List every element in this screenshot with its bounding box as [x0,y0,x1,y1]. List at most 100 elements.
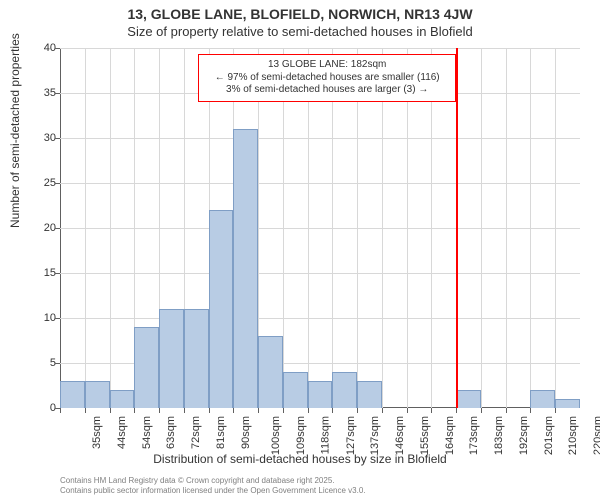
highlight-line [456,48,458,408]
y-tick-label: 20 [34,222,56,234]
x-tick-mark [407,408,408,413]
x-tick-label: 44sqm [116,416,128,449]
grid-line-v [85,48,86,408]
x-tick-mark [431,408,432,413]
y-tick-mark [55,228,60,229]
x-tick-label: 164sqm [444,416,456,455]
y-tick-mark [55,93,60,94]
x-tick-mark [85,408,86,413]
x-tick-label: 109sqm [295,416,307,455]
y-tick-label: 35 [34,87,56,99]
x-tick-mark [530,408,531,413]
grid-line-v [382,48,383,408]
x-tick-mark [382,408,383,413]
x-tick-label: 210sqm [568,416,580,455]
y-axis-label: Number of semi-detached properties [8,33,22,228]
x-tick-label: 81sqm [215,416,227,449]
histogram-bar [110,390,135,408]
x-axis-label: Distribution of semi-detached houses by … [0,452,600,466]
y-tick-mark [55,138,60,139]
grid-line-h [60,228,580,229]
chart-title-main: 13, GLOBE LANE, BLOFIELD, NORWICH, NR13 … [0,6,600,22]
x-tick-label: 155sqm [419,416,431,455]
x-tick-mark [506,408,507,413]
histogram-bar [456,390,481,408]
x-tick-mark [481,408,482,413]
x-tick-mark [308,408,309,413]
x-tick-label: 35sqm [91,416,103,449]
x-tick-label: 90sqm [240,416,252,449]
histogram-bar [357,381,382,408]
y-tick-mark [55,183,60,184]
grid-line-v [110,48,111,408]
grid-line-v [431,48,432,408]
attribution-line-2: Contains public sector information licen… [60,486,366,496]
histogram-bar [308,381,333,408]
chart-title-sub: Size of property relative to semi-detach… [0,24,600,39]
histogram-bar [332,372,357,408]
x-tick-label: 192sqm [518,416,530,455]
histogram-bar [184,309,209,408]
x-tick-mark [209,408,210,413]
x-tick-mark [233,408,234,413]
attribution-line-1: Contains HM Land Registry data © Crown c… [60,476,366,486]
y-tick-mark [55,318,60,319]
grid-line-v [308,48,309,408]
histogram-bar [159,309,184,408]
grid-line-v [407,48,408,408]
grid-line-v [530,48,531,408]
x-tick-label: 201sqm [543,416,555,455]
x-tick-mark [456,408,457,413]
x-tick-mark [110,408,111,413]
grid-line-v [481,48,482,408]
y-tick-label: 15 [34,267,56,279]
grid-line-v [283,48,284,408]
y-tick-label: 0 [34,402,56,414]
x-tick-mark [555,408,556,413]
x-tick-mark [134,408,135,413]
callout-line-3: 3% of semi-detached houses are larger (3… [205,84,449,97]
histogram-bar [85,381,110,408]
histogram-bar [209,210,234,408]
x-tick-mark [332,408,333,413]
grid-line-v [357,48,358,408]
x-tick-mark [184,408,185,413]
y-tick-mark [55,48,60,49]
grid-line-h [60,48,580,49]
y-tick-label: 5 [34,357,56,369]
callout-line-2: ← 97% of semi-detached houses are smalle… [205,72,449,85]
grid-line-v [332,48,333,408]
grid-line-v [506,48,507,408]
x-tick-label: 118sqm [319,416,331,454]
grid-line-h [60,138,580,139]
y-tick-mark [55,273,60,274]
attribution-text: Contains HM Land Registry data © Crown c… [60,476,366,496]
histogram-chart: 13, GLOBE LANE, BLOFIELD, NORWICH, NR13 … [0,0,600,500]
grid-line-h [60,273,580,274]
x-tick-mark [283,408,284,413]
plot-area: 13 GLOBE LANE: 182sqm← 97% of semi-detac… [60,48,580,408]
grid-line-v [555,48,556,408]
callout-line-1: 13 GLOBE LANE: 182sqm [205,59,449,72]
grid-line-h [60,183,580,184]
x-tick-label: 72sqm [190,416,202,449]
x-tick-mark [357,408,358,413]
x-tick-label: 54sqm [141,416,153,449]
y-tick-label: 40 [34,42,56,54]
x-tick-mark [258,408,259,413]
histogram-bar [530,390,555,408]
x-tick-label: 173sqm [469,416,481,455]
histogram-bar [555,399,580,408]
grid-line-h [60,318,580,319]
x-tick-label: 127sqm [345,416,357,455]
x-tick-mark [60,408,61,413]
x-tick-label: 183sqm [493,416,505,455]
highlight-callout: 13 GLOBE LANE: 182sqm← 97% of semi-detac… [198,54,456,102]
histogram-bar [283,372,308,408]
y-tick-mark [55,363,60,364]
histogram-bar [60,381,85,408]
x-tick-label: 137sqm [370,416,382,455]
y-tick-label: 30 [34,132,56,144]
x-tick-label: 100sqm [270,416,282,455]
x-tick-label: 146sqm [394,416,406,455]
